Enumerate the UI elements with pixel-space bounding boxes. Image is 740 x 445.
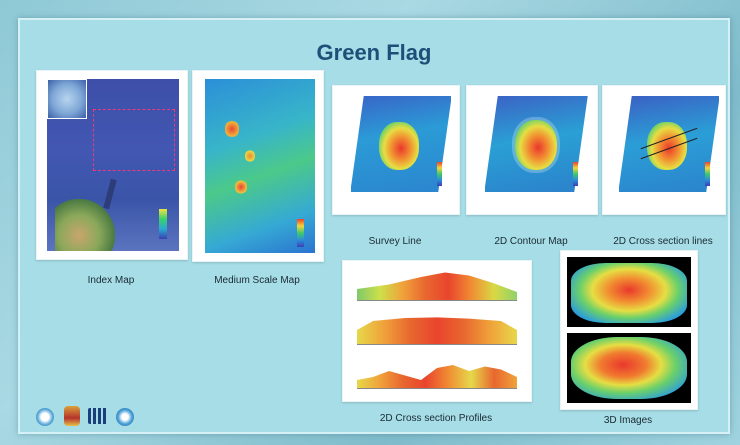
medium-scale-map-image [205, 79, 315, 253]
profile-chart-3 [351, 353, 523, 393]
globe-inset-icon [47, 79, 87, 119]
medium-scale-map-caption: Medium Scale Map [214, 275, 300, 286]
profile-chart-1 [351, 265, 523, 305]
cross-section-profiles-card [342, 260, 532, 402]
presentation-slide: Green Flag Index Map Medium Scale Map Su… [18, 18, 730, 434]
cross-section-lines-card [602, 85, 726, 215]
cross-section-lines-caption: 2D Cross section lines [613, 236, 713, 247]
gebco-logo-icon [116, 408, 134, 426]
survey-line-card [332, 85, 460, 215]
medium-scale-map-card [192, 70, 324, 262]
cross-section-profiles-caption: 2D Cross section Profiles [379, 413, 493, 424]
index-map-image [47, 79, 179, 251]
slide-title: Green Flag [316, 40, 432, 65]
unesco-logo-icon [88, 408, 108, 424]
contour-map-card [466, 85, 598, 215]
contour-map-image [485, 92, 589, 196]
index-map-caption: Index Map [87, 275, 135, 286]
index-map-card [36, 70, 188, 260]
images-3d-caption: 3D Images [603, 415, 653, 426]
profile-chart-2 [351, 309, 523, 349]
survey-line-caption: Survey Line [368, 236, 422, 247]
navy-crest-icon [64, 406, 80, 426]
3d-image-bottom [567, 333, 691, 403]
cross-section-lines-image [619, 92, 719, 196]
ihb-logo-icon [36, 408, 54, 426]
3d-image-top [567, 257, 691, 327]
images-3d-card [560, 250, 698, 410]
survey-line-image [351, 92, 451, 196]
contour-map-caption: 2D Contour Map [494, 236, 568, 247]
